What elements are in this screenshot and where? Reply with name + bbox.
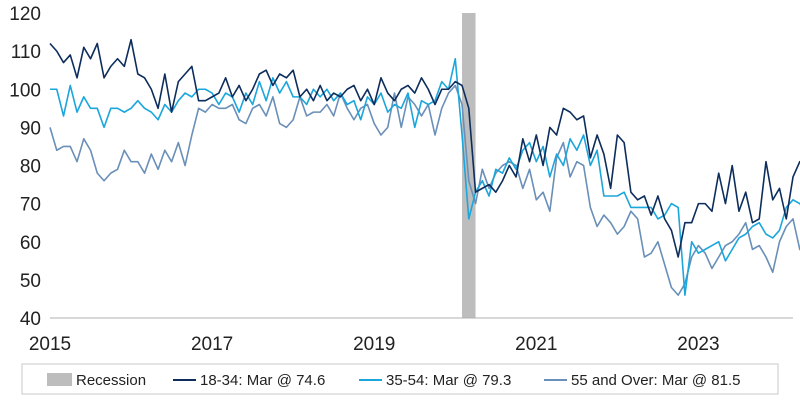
x-tick-label: 2015 bbox=[29, 334, 71, 355]
x-tick-label: 2019 bbox=[353, 334, 395, 355]
x-tick-label: 2023 bbox=[677, 334, 719, 355]
y-tick-label: 120 bbox=[9, 4, 41, 25]
y-tick-label: 40 bbox=[20, 309, 41, 330]
series-line-0 bbox=[49, 38, 800, 258]
y-tick-label: 50 bbox=[20, 271, 41, 292]
legend-label-series-2: 55 and Over: Mar @ 81.5 bbox=[571, 372, 740, 389]
y-tick-label: 90 bbox=[20, 118, 41, 139]
x-axis-tick-labels: 2015 2017 2019 2021 2023 bbox=[29, 334, 720, 355]
y-tick-label: 70 bbox=[20, 195, 41, 216]
series-lines-layer bbox=[49, 38, 800, 296]
series-line-2 bbox=[49, 84, 800, 296]
recession-band bbox=[462, 13, 476, 318]
series-line-1 bbox=[50, 57, 800, 296]
legend-label-series-0: 18-34: Mar @ 74.6 bbox=[200, 372, 325, 389]
legend-label-series-1: 35-54: Mar @ 79.3 bbox=[386, 372, 511, 389]
legend-box bbox=[21, 363, 779, 395]
y-tick-label: 100 bbox=[9, 80, 41, 101]
legend-label-recession: Recession bbox=[76, 372, 146, 389]
y-tick-label: 60 bbox=[20, 233, 41, 254]
legend: Recession 18-34: Mar @ 74.6 35-54: Mar @ 7… bbox=[21, 363, 779, 395]
y-axis-tick-labels: 40 50 60 70 80 90 100 110 120 bbox=[9, 4, 41, 330]
recession-band-layer bbox=[462, 13, 476, 318]
x-tick-label: 2021 bbox=[515, 334, 557, 355]
x-tick-label: 2017 bbox=[191, 334, 233, 355]
legend-swatch-recession bbox=[47, 373, 72, 386]
y-tick-label: 80 bbox=[20, 157, 41, 178]
y-tick-label: 110 bbox=[11, 42, 41, 63]
